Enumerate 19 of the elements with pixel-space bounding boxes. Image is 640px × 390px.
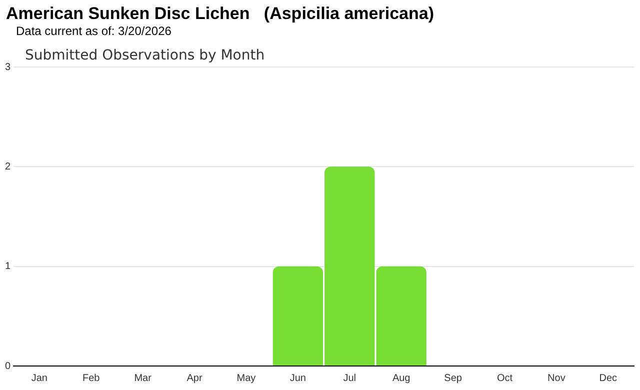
chart-title: American Sunken Disc Lichen (Aspicilia americana) — [6, 4, 434, 24]
x-tick-label: Dec — [599, 372, 618, 384]
x-tick-label: Jan — [31, 372, 48, 384]
x-tick-label: Aug — [392, 372, 410, 384]
x-tick-label: Apr — [186, 372, 203, 384]
y-tick-label: 0 — [5, 360, 11, 372]
x-tick-label: Oct — [496, 372, 513, 384]
x-tick-label: Jul — [343, 372, 356, 384]
text: Submitted Observations by Month — [25, 48, 265, 64]
x-tick-label: Mar — [134, 372, 152, 384]
x-tick-label: Feb — [82, 372, 100, 384]
chart-subtitle: Data current as of: 3/20/2026 — [16, 24, 172, 38]
x-tick-label: May — [236, 372, 256, 384]
y-tick-label: 2 — [5, 161, 11, 172]
x-tick-label: Sep — [444, 372, 462, 384]
x-tick-label: Jun — [290, 372, 306, 384]
x-tick-label: Nov — [548, 372, 566, 384]
y-tick-label: 1 — [5, 261, 11, 272]
y-tick-label: 3 — [5, 62, 11, 73]
